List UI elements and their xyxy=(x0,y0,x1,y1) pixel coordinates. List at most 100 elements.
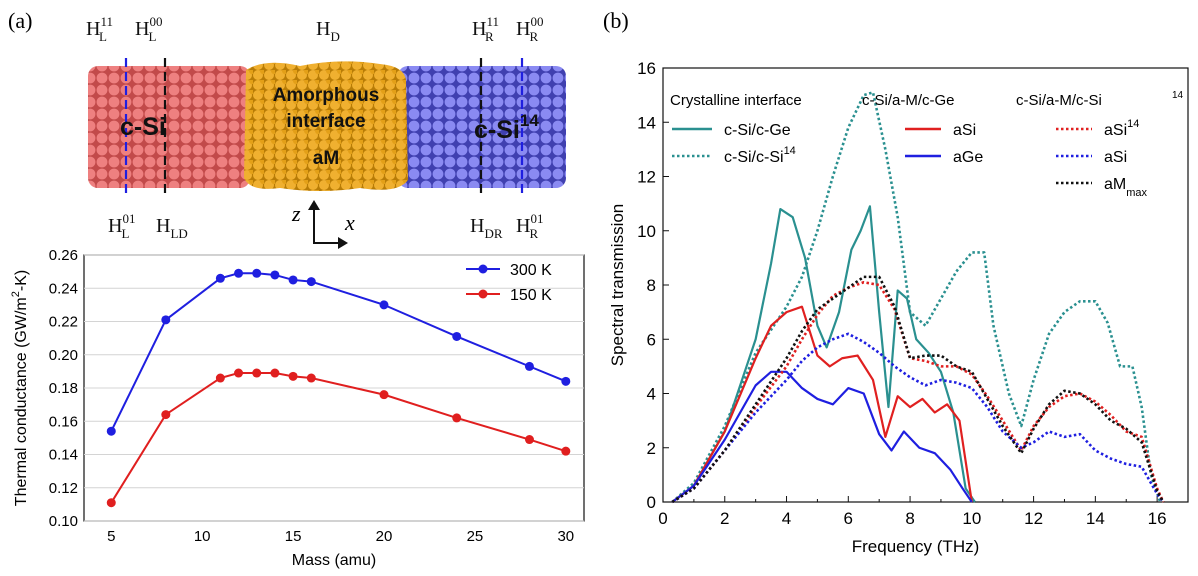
chart-a-y-tick-label: 0.12 xyxy=(49,480,78,497)
label-HDR: HDR xyxy=(470,215,503,241)
chart-a-y-tick-label: 0.24 xyxy=(49,280,78,297)
chart-a-data-point xyxy=(270,270,280,280)
chart-a-data-point xyxy=(234,268,244,278)
chart-b-legend-header-sup: 14 xyxy=(1172,90,1184,101)
left-region-label: c-Si xyxy=(120,113,166,141)
chart-a-x-tick-label: 15 xyxy=(285,528,302,545)
chart-b-y-tick-label: 10 xyxy=(637,222,656,241)
chart-b-y-axis-label: Spectral transmission xyxy=(608,204,627,367)
chart-a-data-point xyxy=(270,368,280,378)
chart-b-legend-label: aSi14 xyxy=(1104,118,1139,139)
chart-a-x-axis-label: Mass (amu) xyxy=(292,552,376,569)
chart-a-data-point xyxy=(106,426,116,436)
chart-b-x-tick-label: 0 xyxy=(658,509,667,528)
chart-b-x-tick-label: 2 xyxy=(720,509,729,528)
chart-a-series-line-1 xyxy=(110,372,567,504)
chart-a-data-point xyxy=(452,331,462,341)
chart-b-series-line-3 xyxy=(671,370,973,503)
label-HLD: HLD xyxy=(156,215,188,241)
thermal-conductance-chart: 5 10 15 20 25 30 0.10 0.12 0.14 0.16 0.18 0.20 0.22 0… xyxy=(10,247,585,569)
chart-a-y-axis-label: Thermal conductance (GW/m2-K) xyxy=(10,270,30,506)
chart-a-x-tick-label: 5 xyxy=(107,528,115,545)
chart-a-data-point xyxy=(452,413,462,423)
chart-b-x-tick-label: 4 xyxy=(782,509,791,528)
chart-a-y-tick-label: 0.20 xyxy=(49,347,78,364)
chart-b-y-tick-label: 4 xyxy=(647,385,656,404)
chart-b-legend-header: c-Si/a-M/c-Ge xyxy=(862,92,955,109)
chart-b-legend-label: aSi xyxy=(1104,149,1127,166)
chart-a-legend-label: 150 K xyxy=(510,287,552,304)
chart-b-x-tick-label: 10 xyxy=(962,509,981,528)
chart-a-data-point xyxy=(306,373,316,383)
chart-a-data-point xyxy=(252,368,262,378)
chart-b-y-tick-label: 6 xyxy=(647,330,656,349)
coordinate-axes: z x xyxy=(291,200,355,249)
chart-a-y-tick-label: 0.22 xyxy=(49,314,78,331)
chart-b-series-line-0 xyxy=(671,205,976,503)
chart-a-data-point xyxy=(215,373,225,383)
panel-a-label: (a) xyxy=(8,8,32,33)
amorphous-interface-region xyxy=(244,61,408,191)
chart-b-series-line-6 xyxy=(671,275,1165,504)
chart-b-x-axis-label: Frequency (THz) xyxy=(852,537,980,556)
chart-a-x-tick-label: 25 xyxy=(467,528,484,545)
chart-b-y-tick-label: 16 xyxy=(637,59,656,78)
chart-b-y-tick-label: 2 xyxy=(647,439,656,458)
chart-b-legend-label: c-Si/c-Si14 xyxy=(724,145,796,166)
chart-a-data-point xyxy=(379,300,389,310)
label-HR11: H11 R xyxy=(472,14,499,44)
chart-a-data-point xyxy=(306,277,316,287)
chart-a-x-tick-label: 30 xyxy=(557,528,574,545)
chart-b-series-line-5 xyxy=(671,332,1165,504)
chart-a-data-point xyxy=(524,435,534,445)
chart-a-data-point xyxy=(288,275,298,285)
chart-a-data-point xyxy=(561,376,571,386)
chart-b-y-tick-label: 0 xyxy=(647,493,656,512)
chart-a-data-point xyxy=(288,371,298,381)
label-HL01: H01 L xyxy=(108,211,135,241)
chart-a-y-tick-label: 0.26 xyxy=(49,247,78,264)
label-HL11: H11 L xyxy=(86,14,113,44)
chart-b-x-tick-label: 6 xyxy=(844,509,853,528)
chart-b-legend-label: aSi xyxy=(953,122,976,139)
chart-b-legend-label: c-Si/c-Ge xyxy=(724,122,791,139)
label-HD: HD xyxy=(316,18,340,44)
chart-b-x-tick-label: 8 xyxy=(905,509,914,528)
chart-b-legend-label: aGe xyxy=(953,149,983,166)
chart-a-data-point xyxy=(215,273,225,283)
chart-a-y-tick-label: 0.16 xyxy=(49,413,78,430)
chart-b-y-tick-label: 8 xyxy=(647,276,656,295)
label-HL00: H00 L xyxy=(135,14,162,44)
interface-label-line1: Amorphous xyxy=(273,85,380,106)
interface-label-line3: aM xyxy=(313,148,339,169)
chart-a-data-point xyxy=(106,498,116,508)
left-crystal-region xyxy=(88,66,250,188)
spectral-transmission-chart: 0 2 4 6 8 10 12 14 16 0 2 4 6 8 10 12 14 16 Crystalline i… xyxy=(608,59,1189,556)
chart-b-x-tick-label: 12 xyxy=(1024,509,1043,528)
chart-a-data-point xyxy=(561,446,571,456)
chart-a-y-tick-label: 0.14 xyxy=(49,447,78,464)
chart-a-y-tick-label: 0.18 xyxy=(49,380,78,397)
chart-a-y-tick-label: 0.10 xyxy=(49,513,78,530)
device-schematic: c-Si c-Si14 Amorphous interface aM H11 L … xyxy=(86,14,566,249)
chart-b-x-tick-label: 16 xyxy=(1148,509,1167,528)
axis-x-label: x xyxy=(344,210,355,235)
axis-z-label: z xyxy=(291,201,301,226)
chart-a-data-point xyxy=(379,390,389,400)
label-HR01: H01 R xyxy=(516,211,543,241)
chart-b-legend-header: c-Si/a-M/c-Si xyxy=(1016,92,1102,109)
chart-a-legend-marker xyxy=(478,264,488,274)
chart-b-series-line-4 xyxy=(671,280,1165,504)
chart-a-legend-label: 300 K xyxy=(510,262,552,279)
chart-b-series-line-2 xyxy=(671,305,973,503)
right-crystal-region xyxy=(398,66,566,188)
chart-b-y-tick-label: 12 xyxy=(637,168,656,187)
panel-b-label: (b) xyxy=(603,8,629,33)
chart-a-x-tick-label: 10 xyxy=(194,528,211,545)
chart-b-y-tick-label: 14 xyxy=(637,113,656,132)
chart-b-legend-header: Crystalline interface xyxy=(670,92,802,109)
interface-label-line2: interface xyxy=(286,111,365,132)
chart-a-data-point xyxy=(524,361,534,371)
label-HR00: H00 R xyxy=(516,14,543,44)
